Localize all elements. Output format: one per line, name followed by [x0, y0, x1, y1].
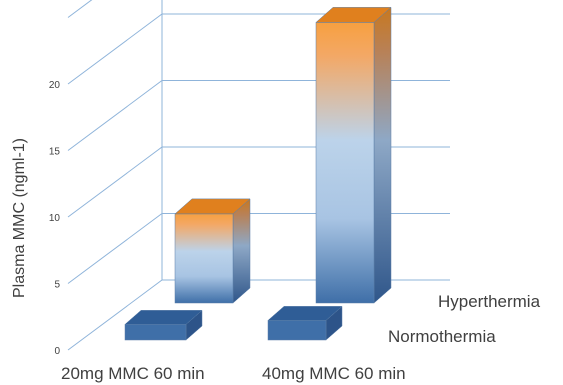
y-tick-label: 15	[49, 147, 61, 158]
normothermia-bar-top	[267, 306, 343, 321]
series-label: Normothermia	[388, 327, 496, 346]
normothermia-bar	[124, 309, 203, 341]
normothermia-bar-top	[124, 310, 203, 325]
y-tick-label: 5	[54, 280, 60, 291]
hyperthermia-bar-side	[232, 198, 251, 304]
x-category-label: 40mg MMC 60 min	[262, 364, 406, 383]
y-tick-label: 20	[49, 80, 61, 91]
series-label: Hyperthermia	[438, 292, 541, 311]
gridline	[67, 146, 450, 218]
hyperthermia-bar-side	[373, 6, 392, 304]
bars-layer	[124, 6, 392, 341]
normothermia-bar-front	[124, 324, 187, 341]
hyperthermia-bar-front	[174, 213, 234, 304]
hyperthermia-bar	[315, 6, 392, 304]
hyperthermia-bar-front	[315, 22, 375, 304]
grid-layer	[67, 0, 450, 351]
gridline	[67, 213, 450, 284]
x-category-label: 20mg MMC 60 min	[61, 364, 205, 383]
normothermia-bar	[267, 305, 343, 341]
y-tick-label: 0	[54, 346, 60, 357]
labels-layer: 0 5 10 15 20 Hyperthermia Normothermia 20mg MMC…	[49, 80, 541, 383]
hyperthermia-bar-top	[174, 198, 251, 215]
gridline	[67, 80, 450, 151]
y-axis-label: Plasma MMC (ngml-1)	[11, 138, 28, 298]
y-tick-label: 10	[49, 213, 61, 224]
hyperthermia-bar-top	[315, 7, 392, 23]
normothermia-bar-front	[267, 320, 327, 341]
gridline	[67, 13, 450, 85]
hyperthermia-bar	[174, 198, 251, 304]
gridline	[67, 0, 93, 18]
